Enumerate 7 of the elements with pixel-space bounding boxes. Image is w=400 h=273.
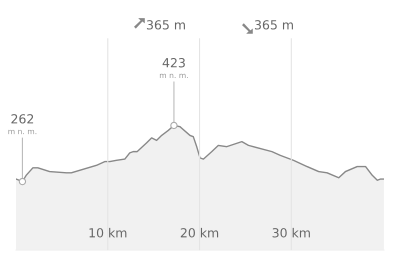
x-tick-label: 20 km bbox=[180, 228, 218, 238]
text: 365 m bbox=[146, 20, 185, 30]
annotation: 423 bbox=[162, 58, 185, 68]
x-tick-label: 10 km bbox=[89, 228, 126, 238]
annotation: 262 bbox=[11, 114, 34, 124]
x-tick-label: 30 km bbox=[272, 228, 310, 238]
text: 365 m bbox=[254, 20, 293, 30]
